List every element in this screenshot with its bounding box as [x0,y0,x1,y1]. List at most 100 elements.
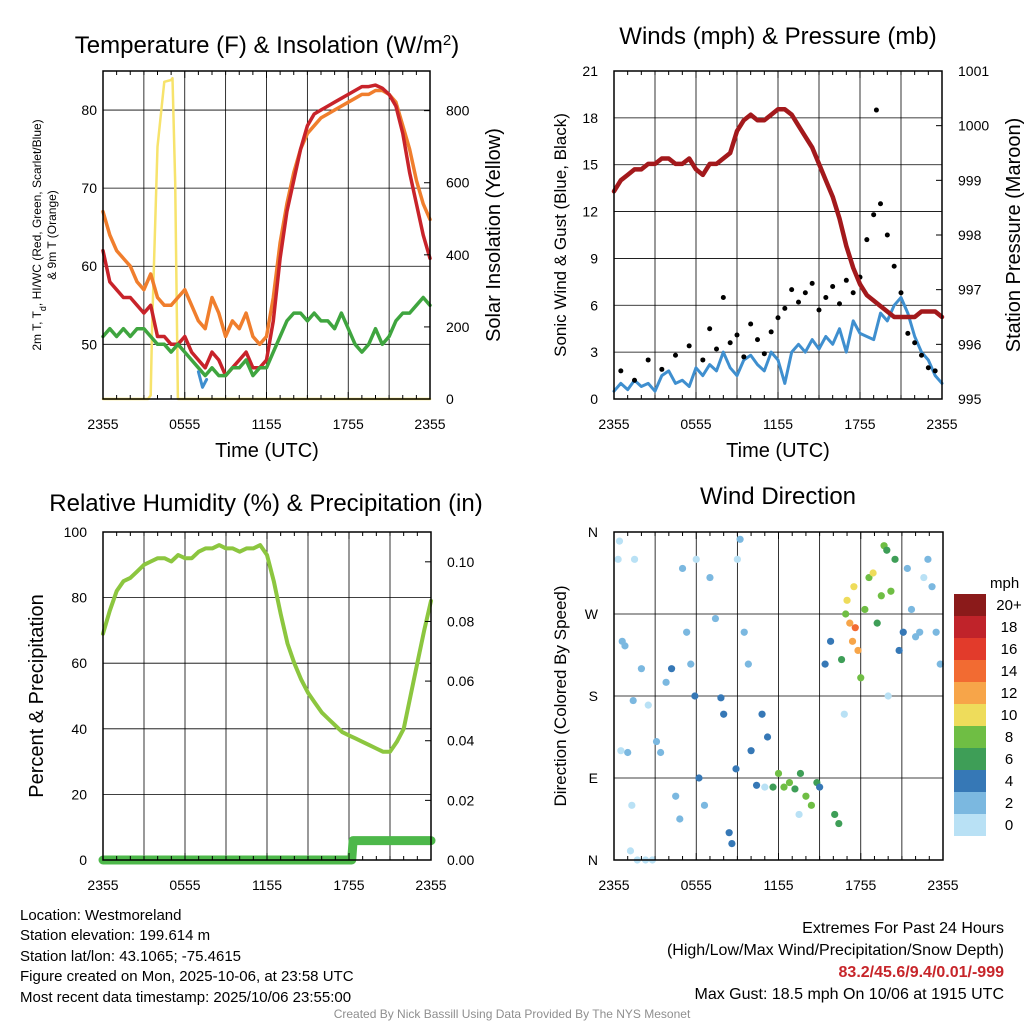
insolation-y-tick-label: 200 [446,319,470,335]
humidity-y-tick-label: 100 [64,524,88,540]
legend-swatch [954,792,986,814]
direction-point [895,646,903,655]
direction-point [796,769,805,778]
winds-y-tick-label: 18 [582,110,598,126]
gust-point [816,307,822,313]
location-text: Location: Westmoreland [20,907,182,924]
direction-point [691,692,699,700]
humidity-y-tick-label: 60 [71,655,87,671]
direction-point [744,660,752,668]
direction-y-tick-label: N [588,852,598,868]
direction-y-tick-label: N [588,524,598,540]
direction-point [848,637,857,645]
direction-point [795,810,803,819]
direction-point [850,583,858,591]
direction-point [903,564,911,573]
legend-swatch [954,616,986,638]
winds-y-tick-label: 15 [582,157,598,173]
direction-point [774,769,783,778]
direction-point [761,783,769,791]
direction-point [869,569,877,577]
temperature-y-tick-label: 70 [81,180,97,196]
direction-point [624,748,632,757]
direction-point [791,785,799,793]
direction-point [728,840,736,848]
direction-point [672,792,680,800]
gust-point [789,287,795,293]
legend-swatch [954,594,986,616]
direction-y-label: Direction (Colored By Speed) [551,585,570,806]
gust-point [864,237,870,243]
gust-point [823,294,829,300]
insolation-y-tick-label: 600 [446,175,470,191]
gust-point [748,321,754,327]
direction-point [924,555,932,563]
direction-x-tick-label: 1155 [763,877,793,893]
gust-point [768,329,774,335]
direction-point [657,748,665,757]
legend-swatch [954,704,986,726]
direction-point [807,801,816,809]
direction-point [758,710,766,718]
gust-point [734,332,740,338]
legend-label: 20+ [996,597,1022,614]
gust-point [632,377,637,383]
direction-point [687,660,695,668]
gust-point [673,352,678,358]
winds-y-ticks: 0 3 6 9 12 15 18 21 [582,63,598,407]
gust-point [830,284,836,290]
temperature-series-line-2m-t [101,83,432,378]
direction-point [932,628,940,636]
direction-x-tick-label: 0555 [681,877,712,893]
legend-swatch [954,814,986,836]
winds-x-tick-label: 2355 [598,416,629,432]
direction-point [615,537,624,545]
temperature-x-tick-label: 2355 [414,416,445,432]
precip-y-tick-label: 0.02 [447,792,474,808]
humidity-y-tick-label: 0 [79,852,87,868]
extremes-values: 83.2/45.6/9.4/0.01/-999 [838,964,1004,981]
insolation-y-tick-label: 0 [446,391,454,407]
direction-point [831,810,839,819]
precip-y-tick-label: 0.10 [447,554,474,570]
gust-point [659,366,665,372]
gust-point [727,340,733,346]
direction-point [662,678,670,686]
humidity-title: Relative Humidity (%) & Precipitation (i… [49,490,482,517]
direction-point [695,774,703,782]
winds-x-ticks: 2355 0555 1155 1755 2355 [598,71,958,432]
direction-point [857,674,865,682]
direction-point [747,747,755,755]
direction-point [936,660,944,668]
winds-series [611,107,945,393]
winds-y-tick-label: 9 [590,250,598,266]
temperature-series-line-td [101,295,432,378]
gust-point [871,212,877,218]
legend-title: mph [990,575,1019,592]
gust-point [925,365,931,371]
precip-y-tick-label: 0.04 [447,733,474,749]
direction-point [920,573,928,582]
direction-y-tick-label: W [585,606,599,622]
gust-point [618,368,624,374]
speed-legend: 20+ 18 16 14 12 10 8 6 4 2 0 [954,594,1022,836]
legend-label: 16 [1001,641,1018,658]
gust-point [700,357,706,363]
gust-point [686,343,692,349]
direction-point [667,665,676,673]
temperature-x-tick-label: 1755 [333,416,364,432]
direction-point [725,829,733,837]
insolation-y-tick-label: 800 [446,103,470,119]
legend-label: 14 [1001,663,1018,680]
direction-y-tick-label: E [589,770,598,786]
legend-swatch [954,660,986,682]
pressure-line [611,107,945,320]
direction-point [752,781,761,789]
direction-point [916,628,924,636]
direction-point [676,815,684,823]
legend-label: 0 [1005,817,1013,834]
pressure-y-tick-label: 997 [958,282,982,298]
legend-label: 18 [1001,619,1018,636]
direction-y-tick-label: S [589,688,598,704]
direction-point [678,564,687,573]
